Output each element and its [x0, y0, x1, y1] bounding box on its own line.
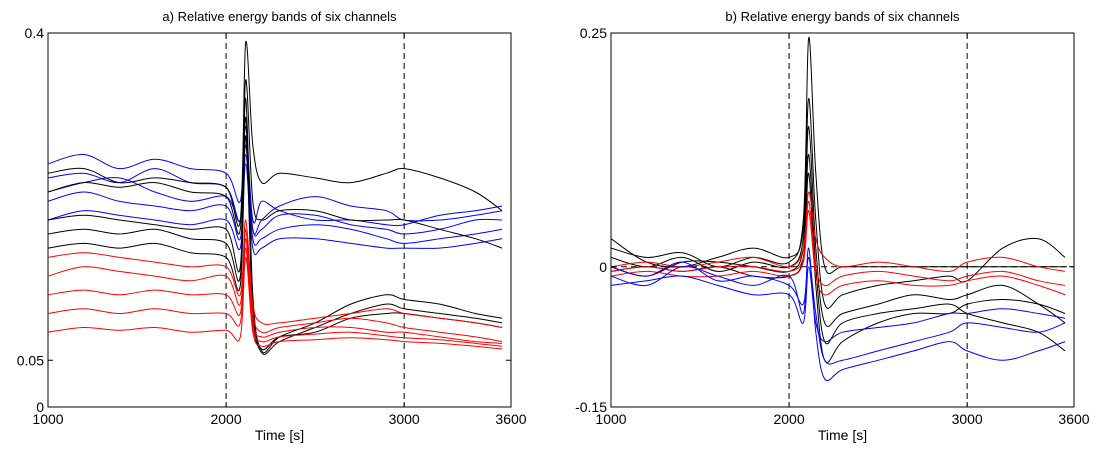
series-line-13: [48, 247, 503, 347]
x-tick-label: 3000: [389, 411, 420, 427]
y-tick-label: -0.15: [575, 399, 607, 415]
x-axis-label: Time [s]: [255, 427, 304, 443]
series-line-4: [48, 163, 503, 256]
chart-title: b) Relative energy bands of six channels: [725, 9, 960, 24]
series-line-5: [48, 40, 503, 227]
series-line-2: [611, 125, 1066, 327]
plot-frame: [610, 32, 1075, 408]
y-tick-label: 0: [599, 259, 607, 275]
series-line-8: [611, 247, 1066, 382]
x-tick-label: 1000: [595, 411, 626, 427]
series-line-10: [48, 219, 503, 328]
x-axis-label: Time [s]: [818, 427, 867, 443]
series-line-5: [611, 191, 1066, 272]
chart-b: 1000 2000 3000 3600 -0.15 0 0.25 b) Relative en…: [575, 9, 1090, 443]
x-tick-label: 2000: [210, 411, 241, 427]
series-line-11: [48, 228, 503, 343]
series-line-6: [611, 200, 1066, 287]
series-group: [48, 40, 503, 355]
x-tick-label: 3600: [1058, 411, 1089, 427]
series-line-14: [48, 256, 503, 350]
series-line-2: [48, 144, 503, 237]
x-tick-label: 3000: [952, 411, 983, 427]
y-tick-label: 0.05: [17, 352, 44, 368]
x-tick-label: 3600: [495, 411, 526, 427]
series-line-6: [48, 79, 503, 249]
series-line-12: [48, 238, 503, 344]
x-tick-label: 1000: [32, 411, 63, 427]
series-line-10: [611, 266, 1066, 343]
chart-title: a) Relative energy bands of six channels: [162, 9, 397, 24]
series-line-3: [48, 154, 503, 246]
y-tick-label: 0.25: [580, 25, 607, 41]
y-tick-label: 0.4: [25, 25, 45, 41]
series-line-9: [611, 256, 1066, 365]
series-group: [611, 37, 1066, 382]
series-line-0: [48, 125, 503, 227]
chart-a: 1000 2000 3000 3600 0 0.05 0.4 a) Relative ener…: [17, 9, 527, 443]
y-tick-label: 0: [36, 399, 44, 415]
series-line-7: [611, 210, 1066, 296]
x-tick-label: 2000: [773, 411, 804, 427]
